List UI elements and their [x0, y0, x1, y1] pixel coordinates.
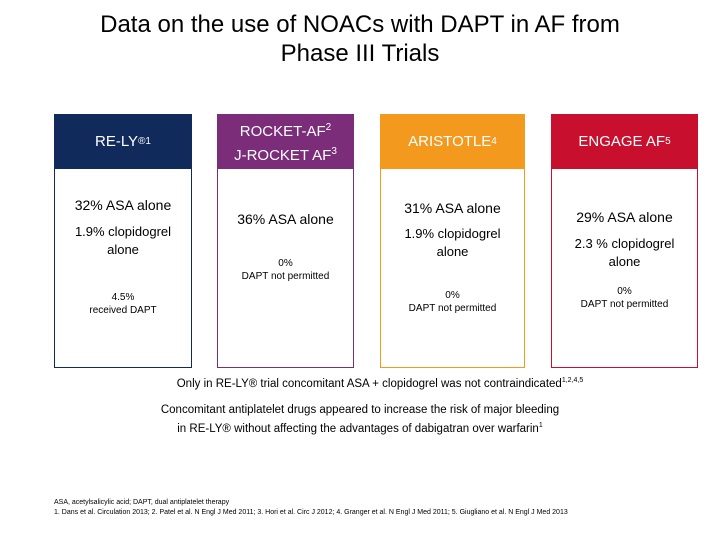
trial-name: RE-LY: [94, 133, 139, 150]
trial-column-rocket: ROCKET-AF2 J-ROCKET AF3 36% ASA alone 0%…: [217, 114, 354, 368]
note2-line-1: Concomitant antiplatelet drugs appeared …: [160, 404, 560, 416]
trial-name: ENGAGE AF: [578, 133, 666, 150]
trial-header-engage: ENGAGE AF 5: [552, 115, 697, 169]
page-title: Data on the use of NOACs with DAPT in AF…: [0, 10, 720, 68]
dapt-value: 0%: [278, 258, 293, 269]
contraindication-note: Only in RE-LY® trial concomitant ASA + c…: [20, 373, 720, 392]
dapt-value: 0%: [445, 290, 460, 301]
clopidogrel-line-2: alone: [608, 254, 641, 269]
trial-name-1: ROCKET-AF: [239, 123, 326, 140]
dapt-text: received DAPT: [89, 305, 157, 316]
trial-header-aristotle: ARISTOTLE 4: [381, 115, 524, 169]
clopidogrel-line-2: alone: [107, 242, 139, 257]
dapt-text: DAPT not permitted: [408, 303, 497, 314]
note1-text: Only in RE-LY® trial concomitant ASA + c…: [176, 377, 562, 390]
abbreviations-footnote: ASA, acetylsalicylic acid; DAPT, dual an…: [54, 499, 230, 506]
trial-header-rely: RE-LY ®1: [55, 115, 191, 169]
asa-line: 31% ASA alone: [404, 200, 501, 216]
bleeding-note: Concomitant antiplatelet drugs appeared …: [0, 402, 720, 437]
dapt-value: 0%: [617, 286, 632, 297]
trial-ref-1: 2: [325, 122, 332, 133]
references-footnote: 1. Dans et al. Circulation 2013; 2. Pate…: [54, 509, 568, 516]
dapt-text: DAPT not permitted: [241, 271, 330, 282]
trial-name: ARISTOTLE: [408, 133, 492, 150]
clopidogrel-line: 1.9% clopidogrel: [404, 226, 501, 241]
dapt-text: DAPT not permitted: [580, 299, 669, 310]
trial-ref: 4: [491, 136, 497, 147]
clopidogrel-line: 1.9% clopidogrel: [74, 224, 172, 239]
note2-ref: 1: [538, 422, 543, 429]
title-line-1: Data on the use of NOACs with DAPT in AF…: [100, 11, 620, 38]
trial-column-engage: ENGAGE AF 5 29% ASA alone 2.3 % clopidogr…: [551, 114, 698, 368]
note2-line-2: in RE-LY® without affecting the advantag…: [177, 422, 539, 435]
trial-ref: 5: [665, 136, 671, 147]
trial-ref-2: 3: [331, 146, 337, 157]
trial-column-aristotle: ARISTOTLE 4 31% ASA alone 1.9% clopidogre…: [380, 114, 525, 368]
trial-ref: ®1: [138, 136, 151, 147]
trial-name-2: J-ROCKET AF: [234, 147, 332, 164]
asa-line: 32% ASA alone: [74, 197, 172, 213]
clopidogrel-line: 2.3 % clopidogrel: [574, 236, 675, 251]
note1-ref: 1,2,4,5: [561, 377, 584, 384]
asa-line: 29% ASA alone: [576, 209, 673, 225]
clopidogrel-line-2: alone: [436, 244, 469, 259]
asa-line: 36% ASA alone: [237, 211, 334, 227]
title-line-2: Phase III Trials: [280, 40, 440, 67]
dapt-value: 4.5%: [111, 292, 135, 303]
trial-header-rocket: ROCKET-AF2 J-ROCKET AF3: [218, 115, 353, 169]
trial-column-rely: RE-LY ®1 32% ASA alone 1.9% clopidogrel a…: [54, 114, 192, 368]
